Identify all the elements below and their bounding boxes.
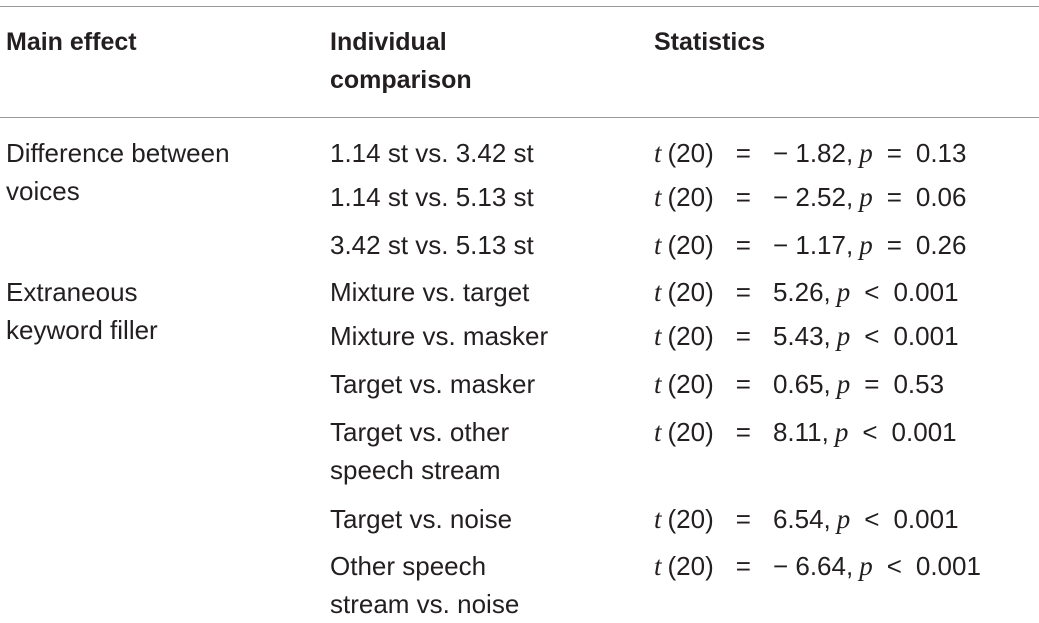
p-symbol: p — [859, 551, 873, 581]
header-main-effect: Main effect — [6, 28, 137, 56]
statistics-cell: t (20) = − 1.82, p = 0.13 — [654, 134, 966, 172]
df-value: (20) — [667, 504, 714, 534]
p-value: 0.001 — [893, 277, 959, 307]
p-relation: < — [864, 321, 880, 351]
df-value: (20) — [667, 417, 714, 447]
main-effect-difference-line2: voices — [6, 176, 80, 206]
p-value: 0.06 — [915, 182, 967, 212]
equals-sign: = — [735, 230, 751, 260]
table-top-rule — [0, 6, 1039, 7]
p-symbol: p — [859, 138, 873, 168]
equals-sign: = — [735, 369, 751, 399]
p-relation: < — [886, 551, 902, 581]
comparison-cell: Target vs. masker — [330, 369, 536, 399]
main-effect-difference-line1: Difference between — [6, 138, 230, 168]
comparison-cell: Target vs. noise — [330, 504, 513, 534]
header-bottom-rule — [0, 117, 1039, 118]
t-value: − 6.64, — [772, 551, 854, 581]
t-symbol: t — [654, 321, 662, 351]
df-value: (20) — [667, 551, 714, 581]
equals-sign: = — [735, 321, 751, 351]
p-value: 0.26 — [915, 230, 967, 260]
t-value: 8.11, — [772, 417, 829, 447]
main-effect-extraneous-line1: Extraneous — [6, 277, 138, 307]
df-value: (20) — [667, 321, 714, 351]
p-symbol: p — [834, 417, 849, 447]
main-effect-extraneous-line2: keyword filler — [6, 315, 158, 345]
t-value: 6.54, — [772, 504, 831, 534]
p-symbol: p — [836, 369, 851, 399]
statistics-cell: t (20) = 5.26, p < 0.001 — [654, 273, 959, 311]
t-value: − 1.82, — [772, 138, 854, 168]
comparison-cell: Mixture vs. masker — [330, 321, 549, 351]
header-statistics: Statistics — [654, 28, 766, 56]
t-symbol: t — [654, 277, 662, 307]
comparison-cell-line2: stream vs. noise — [330, 589, 520, 619]
df-value: (20) — [667, 138, 714, 168]
equals-sign: = — [735, 138, 751, 168]
statistics-cell: t (20) = 6.54, p < 0.001 — [654, 500, 959, 538]
p-symbol: p — [859, 230, 873, 260]
p-symbol: p — [836, 277, 851, 307]
statistics-cell: t (20) = 0.65, p = 0.53 — [654, 365, 944, 403]
p-relation: < — [864, 277, 880, 307]
p-relation: = — [886, 138, 902, 168]
equals-sign: = — [735, 504, 751, 534]
comparison-cell: 1.14 st vs. 5.13 st — [330, 182, 534, 212]
p-value: 0.001 — [893, 504, 959, 534]
statistics-cell: t (20) = − 6.64, p < 0.001 — [654, 547, 981, 585]
p-relation: < — [862, 417, 878, 447]
t-value: − 2.52, — [772, 182, 854, 212]
comparison-cell-line1: Target vs. other — [330, 417, 510, 447]
equals-sign: = — [735, 277, 751, 307]
p-value: 0.001 — [891, 417, 957, 447]
t-value: 5.26, — [772, 277, 831, 307]
equals-sign: = — [735, 551, 751, 581]
t-value: − 1.17, — [772, 230, 854, 260]
p-value: 0.13 — [915, 138, 967, 168]
statistics-cell: t (20) = − 2.52, p = 0.06 — [654, 178, 966, 216]
p-symbol: p — [859, 182, 873, 212]
p-value: 0.001 — [893, 321, 959, 351]
equals-sign: = — [735, 417, 751, 447]
t-symbol: t — [654, 182, 662, 212]
t-symbol: t — [654, 138, 662, 168]
t-symbol: t — [654, 504, 662, 534]
comparison-cell: 1.14 st vs. 3.42 st — [330, 138, 534, 168]
p-value: 0.53 — [893, 369, 945, 399]
t-symbol: t — [654, 551, 662, 581]
statistics-cell: t (20) = 5.43, p < 0.001 — [654, 317, 959, 355]
t-symbol: t — [654, 369, 662, 399]
p-relation: = — [886, 182, 902, 212]
t-symbol: t — [654, 230, 662, 260]
df-value: (20) — [667, 182, 714, 212]
p-symbol: p — [836, 321, 851, 351]
comparison-cell-line2: speech stream — [330, 455, 501, 485]
t-value: 0.65, — [772, 369, 831, 399]
df-value: (20) — [667, 230, 714, 260]
statistics-cell: t (20) = − 1.17, p = 0.26 — [654, 226, 966, 264]
p-relation: = — [864, 369, 880, 399]
p-relation: = — [886, 230, 902, 260]
equals-sign: = — [735, 182, 751, 212]
comparison-cell: 3.42 st vs. 5.13 st — [330, 230, 534, 260]
comparison-cell: Mixture vs. target — [330, 277, 530, 307]
comparison-cell-line1: Other speech — [330, 551, 487, 581]
p-relation: < — [864, 504, 880, 534]
header-individual-comparison-line2: comparison — [330, 66, 472, 94]
df-value: (20) — [667, 277, 714, 307]
statistics-cell: t (20) = 8.11, p < 0.001 — [654, 413, 957, 451]
t-symbol: t — [654, 417, 662, 447]
p-value: 0.001 — [915, 551, 981, 581]
p-symbol: p — [836, 504, 851, 534]
t-value: 5.43, — [772, 321, 831, 351]
df-value: (20) — [667, 369, 714, 399]
header-individual-comparison-line1: Individual — [330, 28, 447, 56]
